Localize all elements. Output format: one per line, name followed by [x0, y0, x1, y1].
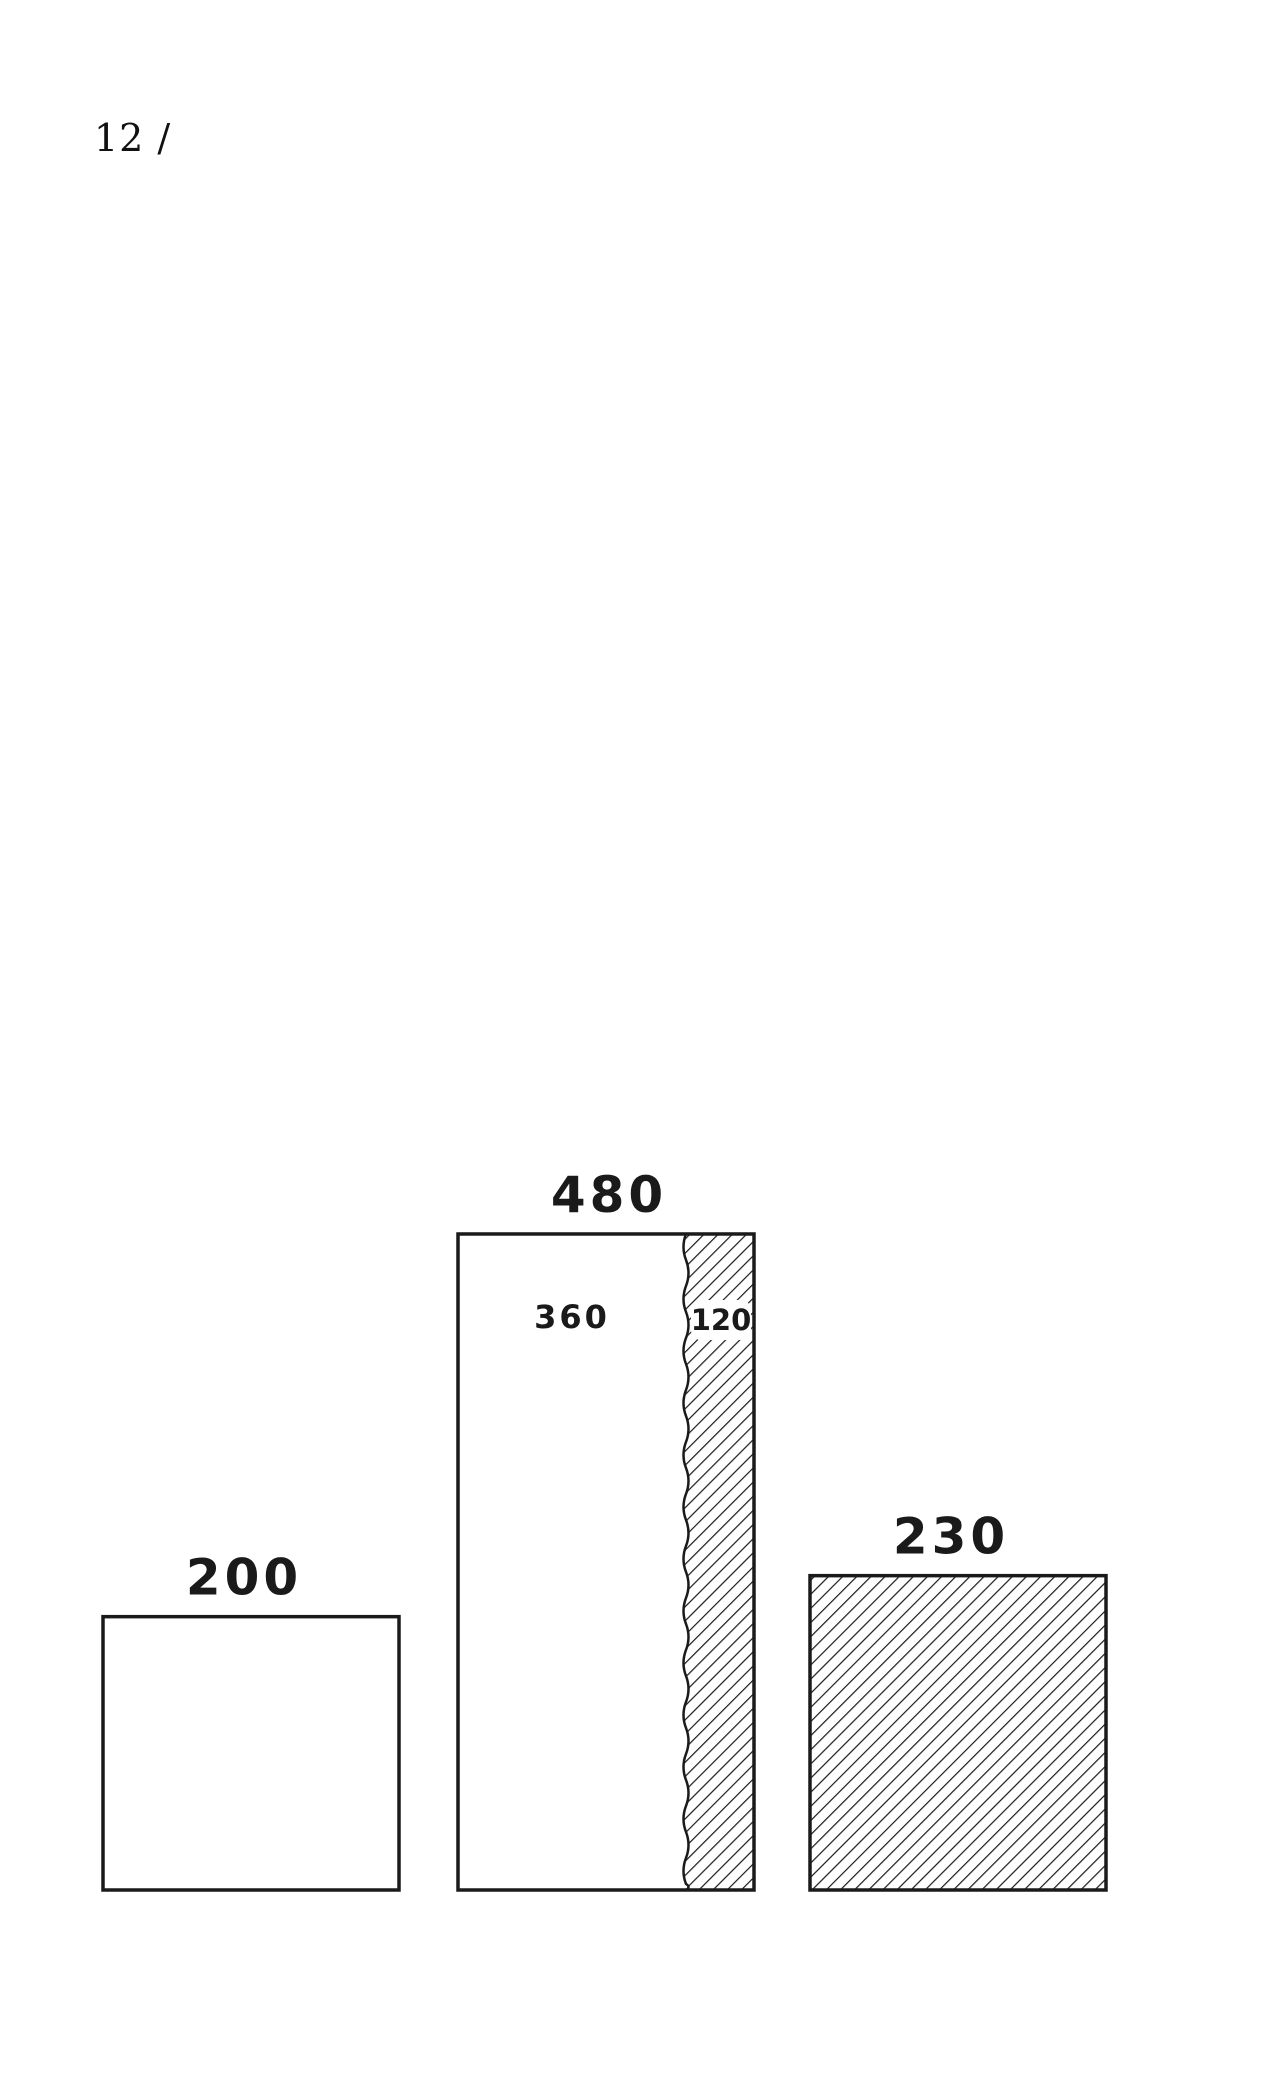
segment-label-plain: 360: [534, 1298, 610, 1336]
bar-segment-hatched: [683, 1233, 754, 1890]
bar-plain: [101, 1614, 401, 1892]
labels-layer: 200 360 120 480 230: [186, 1166, 1009, 1607]
total-value-label: 230: [893, 1508, 1009, 1566]
total-value-label: 200: [186, 1549, 302, 1607]
segment-label-hatched: 120: [691, 1303, 752, 1337]
bar-hatched: [808, 1573, 1108, 1892]
bar-divider: [682, 1233, 690, 1892]
bars-layer: [101, 1232, 1108, 1892]
bar-outline: [456, 1232, 756, 1892]
page-number: 12 /: [94, 116, 172, 160]
total-value-label: 480: [551, 1166, 667, 1224]
segment-label-backdrop: [691, 1299, 751, 1340]
